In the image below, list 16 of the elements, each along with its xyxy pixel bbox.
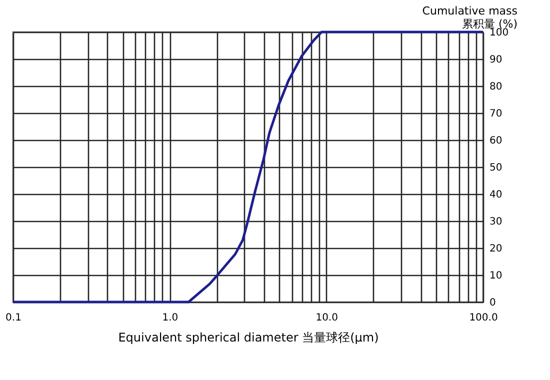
x-tick-label: 1.0 bbox=[162, 312, 178, 324]
y-tick-label: 30 bbox=[490, 216, 502, 228]
y-tick-label: 50 bbox=[490, 162, 502, 174]
y-tick-label: 20 bbox=[490, 244, 502, 254]
y-tick-label: 0 bbox=[490, 298, 496, 308]
x-axis-title: Equivalent spherical diameter 当量球径(μm) bbox=[118, 330, 379, 344]
x-tick-label: 10.0 bbox=[316, 312, 338, 324]
x-tick-label: 100.0 bbox=[469, 312, 498, 324]
y-tick-label: 80 bbox=[490, 82, 502, 92]
y-tick-label: 100 bbox=[490, 28, 509, 38]
y-tick-label: 40 bbox=[490, 190, 502, 200]
y-tick-label: 90 bbox=[490, 54, 502, 66]
y-tick-label: 70 bbox=[490, 108, 502, 120]
y-tick-label: 10 bbox=[490, 270, 502, 282]
x-tick-label: 0.1 bbox=[6, 312, 22, 324]
y-tick-label: 60 bbox=[490, 136, 502, 146]
